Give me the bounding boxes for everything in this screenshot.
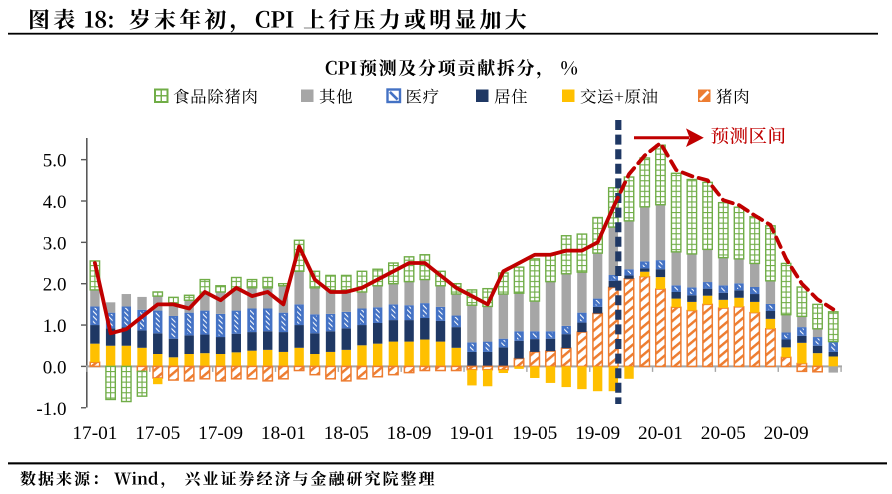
svg-text:1.0: 1.0 bbox=[43, 316, 67, 337]
svg-text:20-01: 20-01 bbox=[638, 423, 683, 444]
svg-text:4.0: 4.0 bbox=[43, 192, 67, 213]
svg-text:20-09: 20-09 bbox=[764, 423, 809, 444]
svg-text:20-05: 20-05 bbox=[701, 423, 746, 444]
svg-text:18-05: 18-05 bbox=[324, 423, 369, 444]
svg-text:17-05: 17-05 bbox=[135, 423, 180, 444]
svg-text:-1.0: -1.0 bbox=[36, 399, 66, 420]
svg-text:19-09: 19-09 bbox=[575, 423, 620, 444]
svg-text:17-09: 17-09 bbox=[198, 423, 243, 444]
svg-text:19-05: 19-05 bbox=[512, 423, 557, 444]
svg-text:2.0: 2.0 bbox=[43, 275, 67, 296]
svg-text:17-01: 17-01 bbox=[72, 423, 117, 444]
svg-text:19-01: 19-01 bbox=[449, 423, 494, 444]
svg-text:0.0: 0.0 bbox=[43, 357, 67, 378]
svg-text:18-01: 18-01 bbox=[261, 423, 306, 444]
svg-text:3.0: 3.0 bbox=[43, 233, 67, 254]
svg-text:5.0: 5.0 bbox=[43, 151, 67, 172]
svg-text:18-09: 18-09 bbox=[387, 423, 432, 444]
